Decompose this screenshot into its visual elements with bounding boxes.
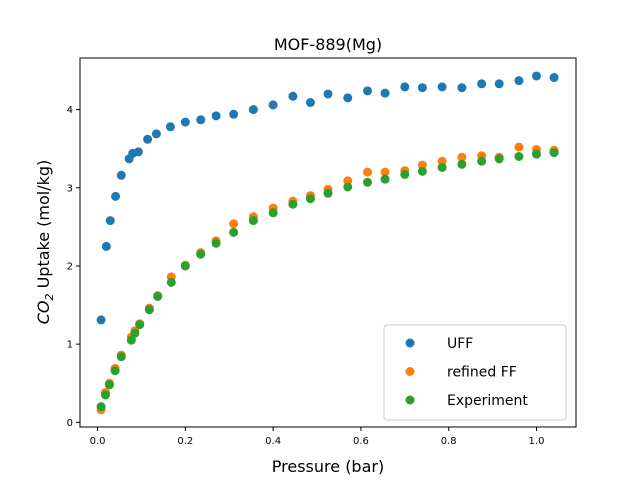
data-point	[363, 178, 372, 187]
y-tick-label: 1	[67, 340, 73, 351]
x-axis: 0.0 0.2 0.4 0.6 0.8 1.0	[90, 427, 545, 447]
data-point	[111, 192, 120, 201]
y-tick-label: 3	[67, 183, 73, 194]
data-point	[166, 122, 175, 131]
y-axis-title-rest: Uptake (mol/kg)	[34, 160, 53, 294]
y-tick-label: 4	[67, 105, 73, 116]
y-axis-title: CO2 Uptake (mol/kg)	[34, 160, 56, 325]
data-point	[514, 76, 523, 85]
data-point	[400, 170, 409, 179]
data-point	[477, 79, 486, 88]
data-point	[363, 168, 372, 177]
data-point	[288, 92, 297, 101]
data-point	[324, 89, 333, 98]
y-axis-title-main: CO	[34, 301, 53, 325]
data-point	[306, 194, 315, 203]
data-point	[438, 82, 447, 91]
x-tick-label: 1.0	[529, 436, 545, 447]
legend-marker	[406, 396, 415, 405]
data-point	[97, 402, 106, 411]
x-tick-label: 0.4	[265, 436, 281, 447]
data-point	[418, 83, 427, 92]
data-point	[106, 216, 115, 225]
data-point	[324, 189, 333, 198]
data-point	[134, 147, 143, 156]
data-point	[514, 152, 523, 161]
data-point	[196, 250, 205, 259]
data-point	[130, 329, 139, 338]
y-axis-title-sub: 2	[43, 294, 56, 301]
data-point	[111, 366, 120, 375]
x-axis-title: Pressure (bar)	[272, 457, 384, 476]
data-point	[229, 219, 238, 228]
data-point	[105, 380, 114, 389]
data-point	[550, 73, 559, 82]
data-point	[102, 242, 111, 251]
data-point	[152, 129, 161, 138]
chart-title: MOF-889(Mg)	[274, 35, 382, 54]
data-point	[381, 89, 390, 98]
legend: UFF refined FF Experiment	[384, 325, 566, 420]
data-point	[532, 150, 541, 159]
data-point	[457, 160, 466, 169]
y-tick-label: 0	[67, 418, 73, 429]
data-point	[229, 228, 238, 237]
series-uff	[97, 71, 559, 324]
data-point	[495, 79, 504, 88]
data-point	[438, 163, 447, 172]
data-point	[288, 200, 297, 209]
data-point	[363, 86, 372, 95]
data-point	[181, 118, 190, 127]
data-point	[418, 167, 427, 176]
data-point	[196, 115, 205, 124]
data-point	[249, 216, 258, 225]
data-point	[343, 182, 352, 191]
data-point	[269, 100, 278, 109]
x-tick-label: 0.8	[441, 436, 457, 447]
data-point	[167, 278, 176, 287]
data-point	[550, 148, 559, 157]
data-point	[117, 352, 126, 361]
data-point	[495, 154, 504, 163]
data-point	[145, 305, 154, 314]
data-point	[212, 239, 221, 248]
data-point	[457, 83, 466, 92]
data-point	[97, 315, 106, 324]
data-point	[153, 292, 162, 301]
data-point	[135, 320, 144, 329]
data-point	[249, 105, 258, 114]
legend-label: refined FF	[447, 365, 517, 381]
x-tick-label: 0.2	[177, 436, 193, 447]
data-point	[306, 98, 315, 107]
data-point	[181, 261, 190, 270]
legend-marker	[406, 367, 415, 376]
data-point	[400, 82, 409, 91]
data-point	[117, 171, 126, 180]
data-point	[229, 110, 238, 119]
data-point	[381, 175, 390, 184]
data-point	[343, 93, 352, 102]
legend-label: Experiment	[447, 393, 528, 409]
legend-label: UFF	[447, 336, 473, 352]
y-axis: 0 1 2 3 4	[67, 105, 80, 429]
data-point	[532, 71, 541, 80]
data-point	[101, 390, 110, 399]
data-point	[212, 111, 221, 120]
data-point	[514, 143, 523, 152]
data-point	[269, 208, 278, 217]
data-point	[477, 157, 486, 166]
x-tick-label: 0.6	[353, 436, 369, 447]
y-tick-label: 2	[67, 261, 73, 272]
x-tick-label: 0.0	[90, 436, 106, 447]
legend-marker	[406, 339, 415, 348]
data-point	[143, 135, 152, 144]
